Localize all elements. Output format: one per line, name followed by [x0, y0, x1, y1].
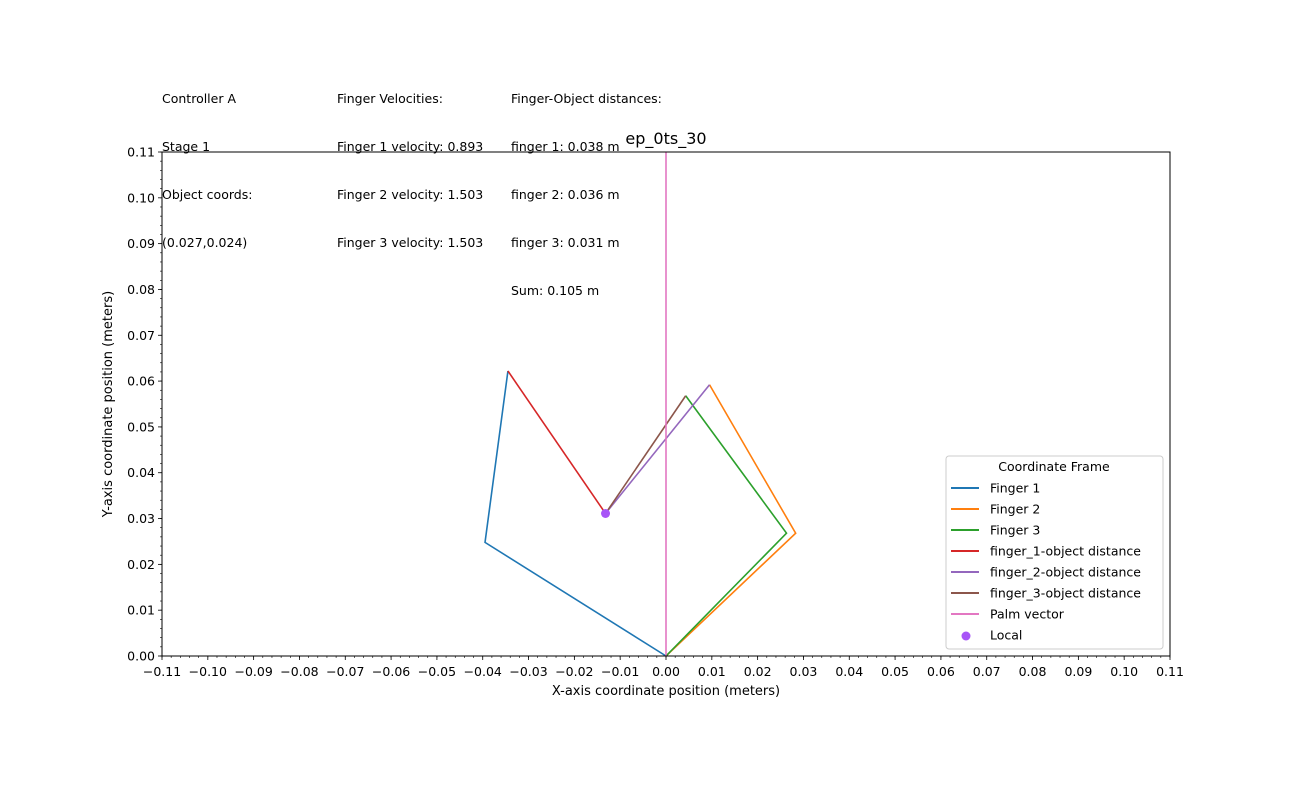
- legend-entries: Finger 1 Finger 2 Finger 3 finger_1-object …: [951, 481, 1141, 643]
- info-line: Finger 3 velocity: 1.503: [337, 235, 484, 250]
- x-tick-label: −0.03: [509, 664, 547, 679]
- info-line: Sum: 0.105 m: [511, 283, 600, 298]
- legend-label-finger-2-object-distance: finger_2-object distance: [990, 565, 1141, 580]
- x-tick-label: −0.11: [143, 664, 181, 679]
- y-axis-label: Y-axis coordinate position (meters): [101, 291, 116, 518]
- x-tick-label: 0.11: [1156, 664, 1184, 679]
- info-line: Object coords:: [162, 187, 253, 202]
- controller-info: Controller A Stage 1 Object coords: (0.0…: [162, 59, 252, 267]
- y-tick-label: 0.03: [127, 511, 155, 526]
- legend-label-finger-2: Finger 2: [990, 502, 1040, 517]
- x-tick-label: 0.03: [790, 664, 818, 679]
- y-tick-label: 0.10: [127, 190, 155, 205]
- x-tick-label: 0.02: [744, 664, 772, 679]
- finger-2-object-distance-line: [604, 384, 711, 515]
- legend-title: Coordinate Frame: [998, 459, 1110, 474]
- legend-label-finger-1-object-distance: finger_1-object distance: [990, 544, 1141, 559]
- finger-1-line: [484, 370, 667, 657]
- info-line: Finger 1 velocity: 0.893: [337, 139, 484, 154]
- legend-label-finger-3: Finger 3: [990, 523, 1040, 538]
- y-tick-label: 0.07: [127, 328, 155, 343]
- info-line: finger 3: 0.031 m: [511, 235, 620, 250]
- x-tick-label: −0.10: [189, 664, 227, 679]
- legend-swatch-local: [961, 631, 971, 641]
- chart-title: ep_0ts_30: [625, 129, 706, 149]
- finger-velocities-info: Finger Velocities: Finger 1 velocity: 0.…: [337, 59, 483, 267]
- info-line: finger 2: 0.036 m: [511, 187, 620, 202]
- x-tick-label: 0.00: [652, 664, 680, 679]
- info-line: Stage 1: [162, 139, 211, 154]
- x-tick-label: −0.04: [464, 664, 502, 679]
- points: [601, 509, 611, 519]
- finger-3-object-distance-line: [604, 395, 687, 514]
- x-tick-label: 0.09: [1064, 664, 1092, 679]
- x-tick-label: −0.08: [280, 664, 318, 679]
- legend-label-local: Local: [990, 628, 1022, 643]
- info-line: (0.027,0.024): [162, 235, 248, 250]
- info-line: finger 1: 0.038 m: [511, 139, 620, 154]
- x-tick-label: 0.05: [881, 664, 909, 679]
- x-tick-label: 0.07: [973, 664, 1001, 679]
- y-tick-label: 0.00: [127, 649, 155, 664]
- info-line: Controller A: [162, 91, 237, 106]
- x-tick-label: −0.02: [555, 664, 593, 679]
- info-line: Finger 2 velocity: 1.503: [337, 187, 484, 202]
- info-line: Finger-Object distances:: [511, 91, 662, 106]
- legend-label-finger-3-object-distance: finger_3-object distance: [990, 586, 1141, 601]
- legend-label-palm-vector: Palm vector: [990, 607, 1065, 622]
- series-lines: [484, 152, 797, 657]
- y-tick-label: 0.11: [127, 145, 155, 160]
- local-point: [601, 509, 611, 519]
- info-line: Finger Velocities:: [337, 91, 443, 106]
- finger-2-line: [665, 384, 797, 657]
- x-tick-label: −0.09: [234, 664, 272, 679]
- y-tick-label: 0.09: [127, 236, 155, 251]
- x-tick-label: 0.10: [1110, 664, 1138, 679]
- y-tick-label: 0.01: [127, 603, 155, 618]
- x-tick-label: 0.01: [698, 664, 726, 679]
- legend-box: [945, 455, 1164, 650]
- legend-label-finger-1: Finger 1: [990, 481, 1040, 496]
- x-tick-label: −0.01: [601, 664, 639, 679]
- finger-object-distances-info: Finger-Object distances: finger 1: 0.038…: [511, 59, 662, 315]
- plot-frame: [161, 151, 1171, 657]
- x-tick-label: 0.08: [1019, 664, 1047, 679]
- x-axis-label: X-axis coordinate position (meters): [552, 684, 780, 699]
- x-tick-label: 0.06: [927, 664, 955, 679]
- y-tick-label: 0.02: [127, 557, 155, 572]
- y-tick-label: 0.06: [127, 374, 155, 389]
- x-tick-label: −0.05: [418, 664, 456, 679]
- x-tick-label: −0.06: [372, 664, 410, 679]
- y-tick-label: 0.04: [127, 465, 155, 480]
- finger-1-object-distance-line: [507, 370, 607, 514]
- x-tick-label: 0.04: [835, 664, 863, 679]
- finger-3-line: [665, 395, 788, 657]
- x-tick-label: −0.07: [326, 664, 364, 679]
- y-tick-label: 0.05: [127, 419, 155, 434]
- y-tick-label: 0.08: [127, 282, 155, 297]
